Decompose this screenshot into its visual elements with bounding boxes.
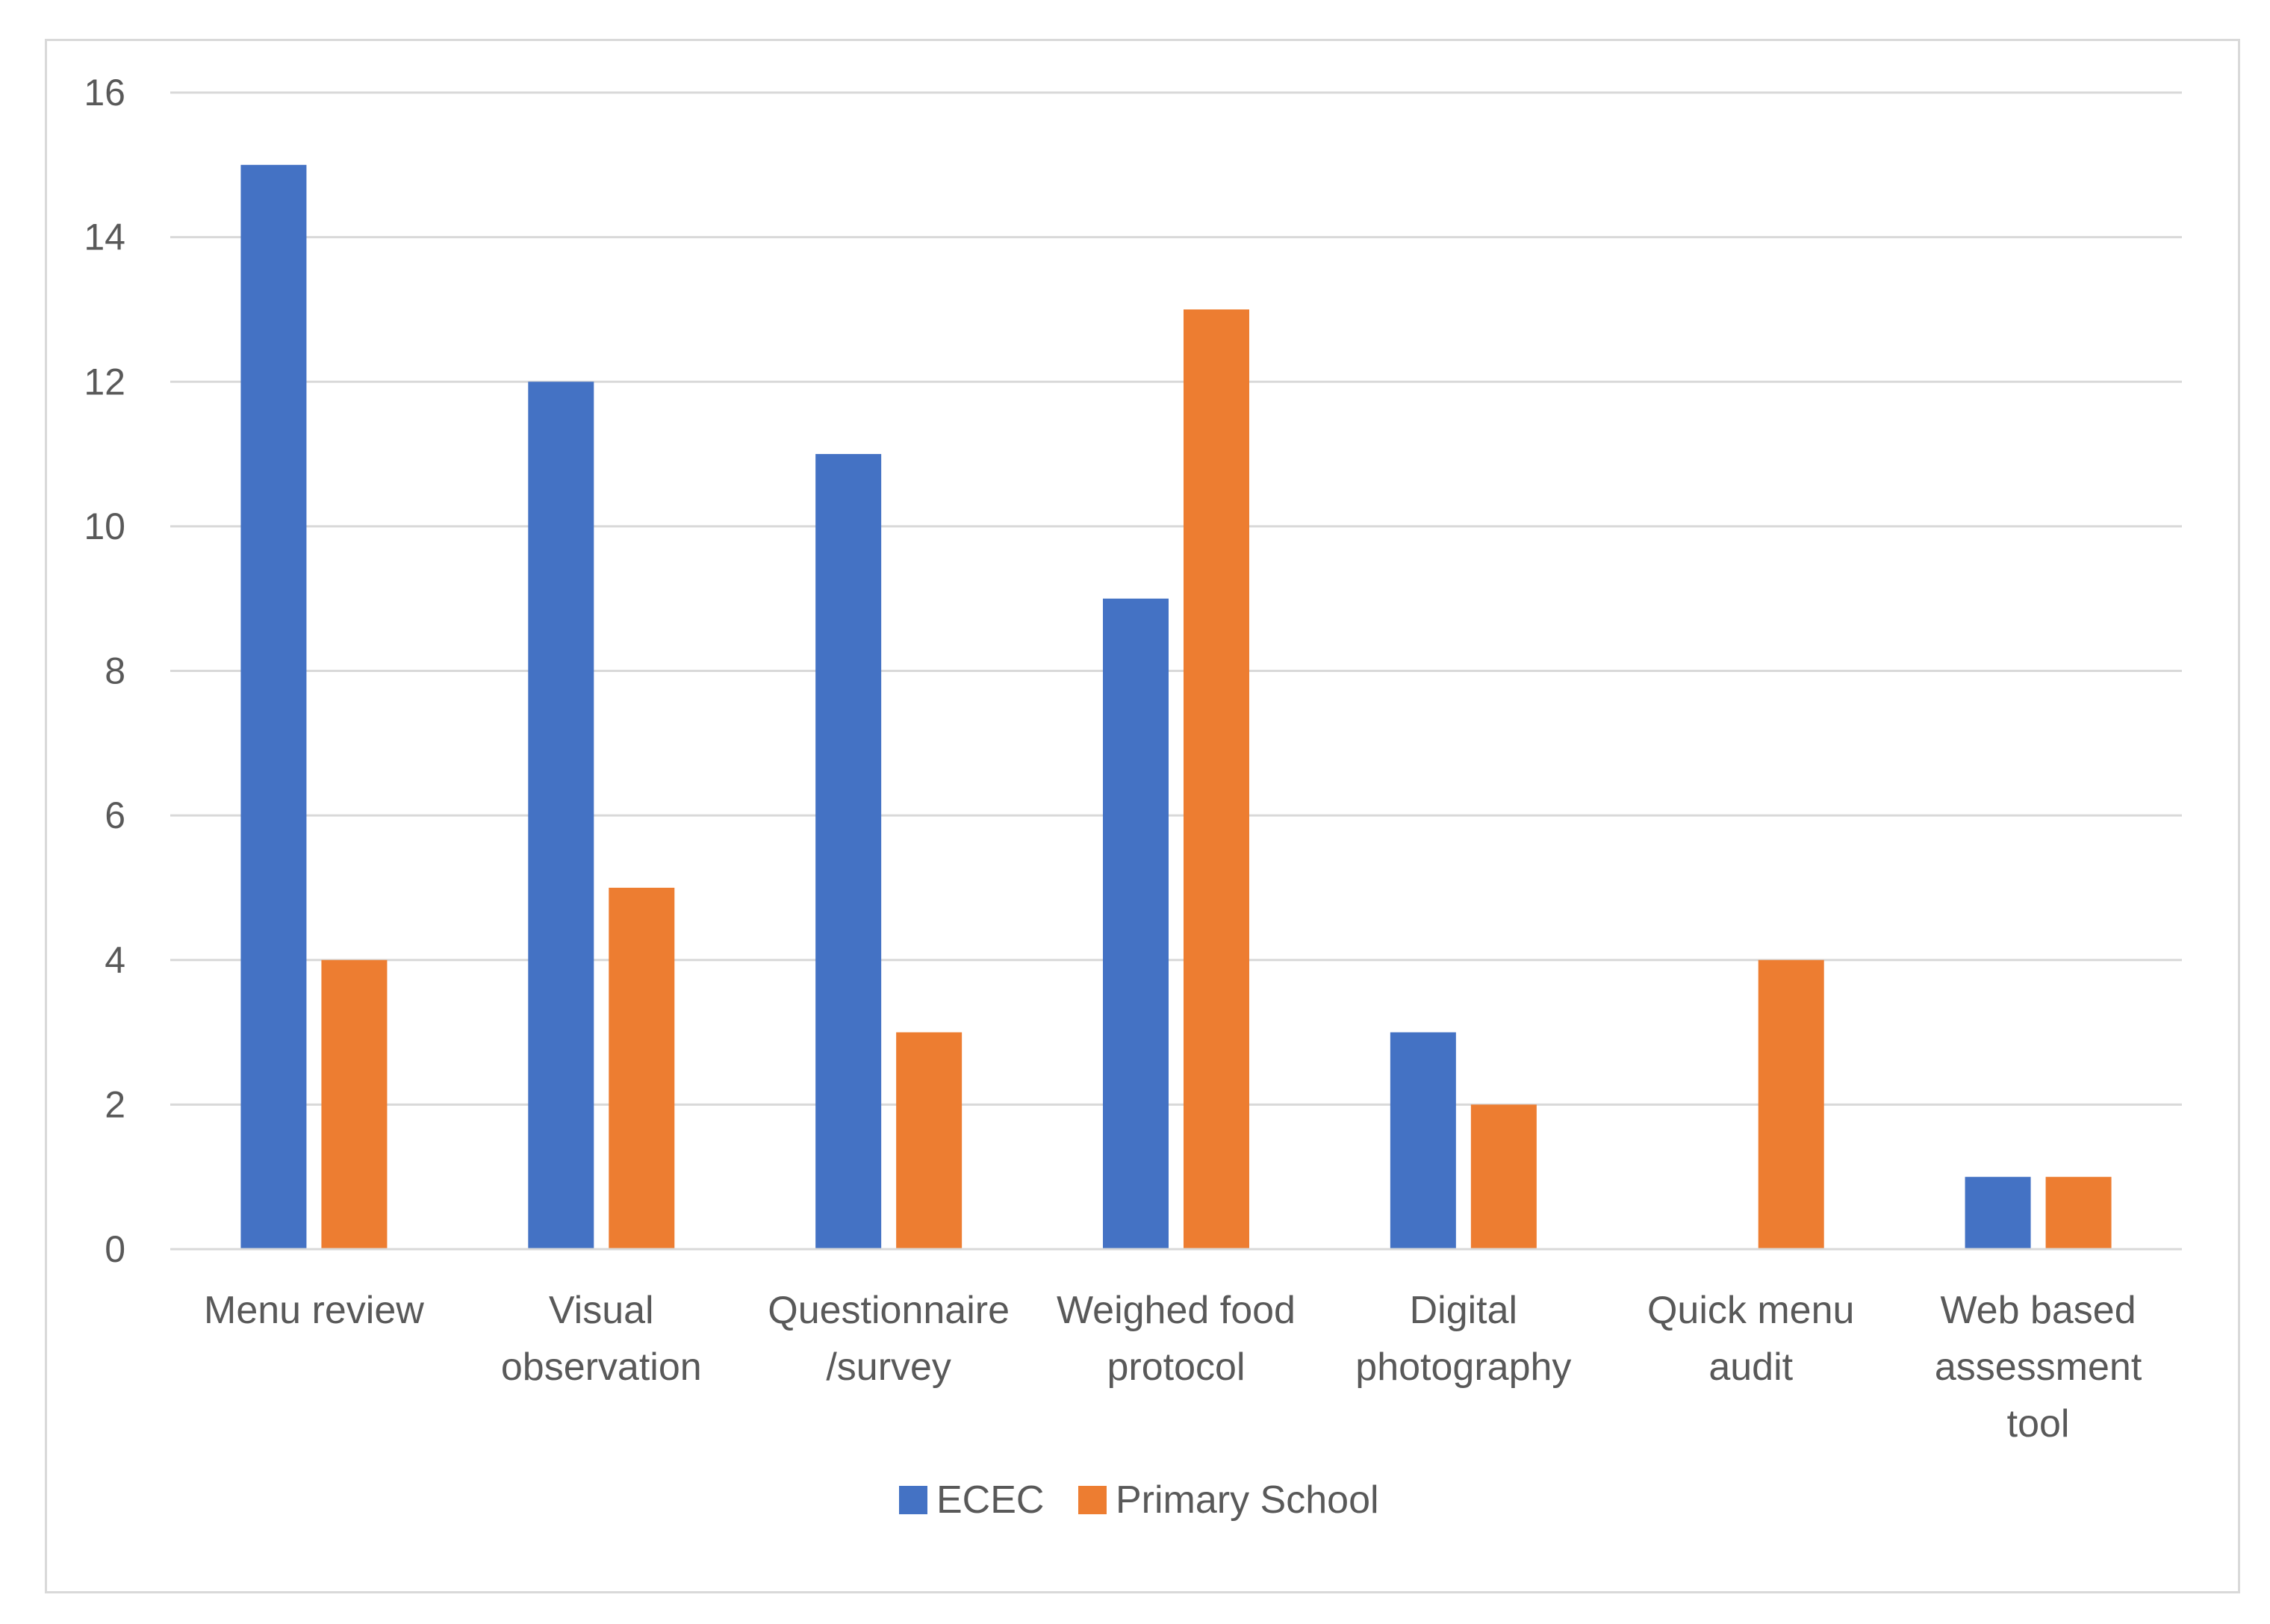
x-tick-label-4: Digital photography	[1355, 1289, 1571, 1389]
x-tick-label-3: Weighed food protocol	[1057, 1289, 1296, 1389]
x-tick-label-line: Visual	[549, 1289, 654, 1332]
x-tick-label-line: Questionnaire	[768, 1289, 1010, 1332]
legend-label-ecec: ECEC	[936, 1478, 1044, 1522]
bar-primary-school-6	[2045, 1177, 2112, 1249]
y-tick-label-6: 6	[105, 794, 125, 836]
x-tick-label-0: Menu review	[204, 1289, 424, 1332]
bar-ecec-2	[815, 454, 882, 1249]
y-tick-label-10: 10	[84, 505, 125, 547]
y-tick-label-2: 2	[105, 1083, 125, 1125]
x-tick-label-5: Quick menu audit	[1647, 1289, 1854, 1389]
bar-primary-school-4	[1470, 1104, 1537, 1249]
bar-ecec-6	[1965, 1177, 2031, 1249]
legend-swatch-ecec	[899, 1486, 927, 1514]
bar-primary-school-2	[896, 1032, 963, 1249]
y-tick-label-0: 0	[105, 1228, 125, 1270]
y-axis-ticks: 0 2 4 6 8 10 12 14 16	[84, 72, 125, 1270]
legend-label-primary-school: Primary School	[1116, 1478, 1379, 1522]
x-tick-label-6: Web based assessment tool	[1935, 1289, 2142, 1446]
x-tick-label-line: Digital	[1410, 1289, 1518, 1332]
x-tick-label-line: assessment	[1935, 1345, 2142, 1389]
y-tick-label-4: 4	[105, 939, 125, 981]
x-tick-label-line: observation	[501, 1345, 702, 1389]
x-tick-label-2: Questionnaire/survey	[768, 1289, 1010, 1389]
x-tick-label-line: /survey	[826, 1345, 951, 1389]
y-tick-label-8: 8	[105, 650, 125, 692]
gridlines	[170, 91, 2182, 1106]
legend-swatch-primary-school	[1078, 1486, 1107, 1514]
x-tick-label-line: photography	[1355, 1345, 1571, 1389]
x-tick-label-line: Quick menu	[1647, 1289, 1854, 1332]
bars	[240, 164, 2112, 1249]
bar-ecec-0	[240, 164, 307, 1249]
y-tick-label-14: 14	[84, 217, 125, 258]
x-tick-label-line: tool	[2007, 1402, 2070, 1446]
x-axis-labels: Menu review Visual observation Questionnair…	[204, 1289, 2142, 1446]
legend: ECEC Primary School	[899, 1478, 1379, 1522]
bar-ecec-4	[1390, 1032, 1456, 1249]
x-tick-label-1: Visual observation	[501, 1289, 702, 1389]
bar-primary-school-0	[321, 959, 388, 1249]
bar-ecec-1	[528, 382, 594, 1249]
bar-ecec-3	[1103, 598, 1169, 1249]
x-tick-label-line: Menu review	[204, 1289, 424, 1332]
x-tick-label-line: audit	[1708, 1345, 1793, 1389]
x-tick-label-line: Weighed food	[1057, 1289, 1296, 1332]
bar-primary-school-1	[609, 887, 675, 1249]
x-tick-label-line: protocol	[1107, 1345, 1246, 1389]
y-tick-label-16: 16	[84, 72, 125, 113]
x-tick-label-line: Web based	[1941, 1289, 2136, 1332]
bar-primary-school-5	[1758, 959, 1824, 1249]
bar-primary-school-3	[1184, 309, 1249, 1249]
y-tick-label-12: 12	[84, 361, 125, 402]
